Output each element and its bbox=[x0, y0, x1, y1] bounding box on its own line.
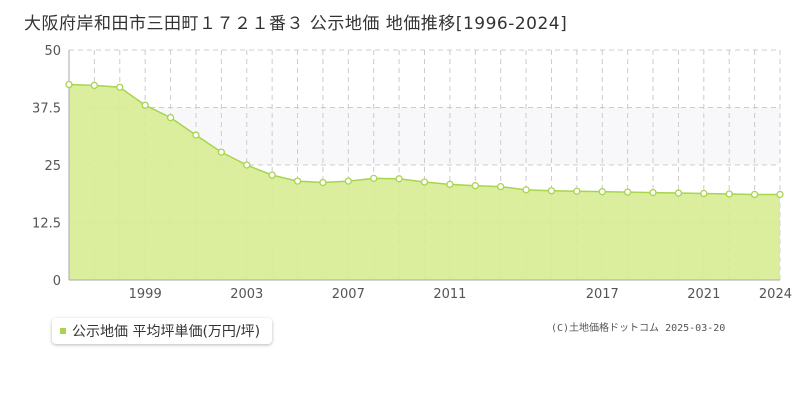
legend-label: 公示地価 平均坪単価(万円/坪) bbox=[72, 324, 261, 340]
data-point bbox=[649, 188, 657, 197]
data-point bbox=[344, 177, 352, 185]
data-point bbox=[573, 187, 581, 195]
y-tick-label: 37.5 bbox=[32, 102, 61, 117]
data-point bbox=[65, 80, 73, 89]
x-tick-labels: 1999 2003 2007 2011 2017 2021 2024 bbox=[129, 287, 792, 302]
data-point bbox=[547, 187, 556, 195]
data-point bbox=[623, 188, 632, 196]
data-point bbox=[598, 188, 606, 196]
y-tick-label: 25 bbox=[44, 159, 61, 174]
data-point bbox=[497, 182, 505, 191]
axes bbox=[68, 50, 780, 281]
data-points bbox=[65, 80, 784, 199]
data-point bbox=[395, 175, 403, 183]
data-point bbox=[141, 101, 149, 109]
data-point bbox=[471, 182, 479, 190]
data-point bbox=[90, 81, 99, 90]
y-tick-label: 0 bbox=[53, 274, 61, 289]
data-point bbox=[268, 171, 276, 179]
copyright-text: (C)土地価格ドットコム 2025-03-20 bbox=[551, 323, 726, 334]
y-tick-label: 12.5 bbox=[32, 217, 61, 232]
data-point bbox=[750, 190, 759, 199]
legend: 公示地価 平均坪単価(万円/坪) bbox=[52, 318, 273, 344]
x-tick-label: 2011 bbox=[433, 287, 466, 302]
x-tick-label: 2003 bbox=[230, 287, 263, 302]
legend-swatch bbox=[60, 328, 66, 334]
x-tick-label: 2024 bbox=[759, 287, 792, 302]
data-point bbox=[420, 178, 429, 186]
x-tick-label: 2021 bbox=[687, 287, 720, 302]
data-point bbox=[700, 189, 708, 198]
y-tick-labels: 0 12.5 25 37.5 50 bbox=[32, 44, 61, 289]
x-tick-label: 1999 bbox=[129, 287, 162, 302]
data-point bbox=[446, 180, 454, 188]
y-tick-label: 50 bbox=[44, 44, 61, 59]
data-point bbox=[166, 113, 175, 122]
data-point bbox=[192, 131, 200, 139]
data-point bbox=[116, 83, 124, 91]
data-point bbox=[293, 177, 302, 185]
data-point bbox=[522, 186, 530, 194]
x-tick-label: 2007 bbox=[332, 287, 365, 302]
chart-title: 大阪府岸和田市三田町１７２１番３ 公示地価 地価推移[1996-2024] bbox=[24, 14, 568, 34]
data-point bbox=[243, 161, 251, 169]
data-point bbox=[674, 189, 683, 197]
data-point bbox=[319, 178, 327, 187]
data-point bbox=[776, 190, 784, 199]
data-point bbox=[217, 148, 226, 156]
x-tick-label: 2017 bbox=[586, 287, 619, 302]
data-point bbox=[725, 190, 733, 198]
data-point bbox=[370, 174, 378, 182]
